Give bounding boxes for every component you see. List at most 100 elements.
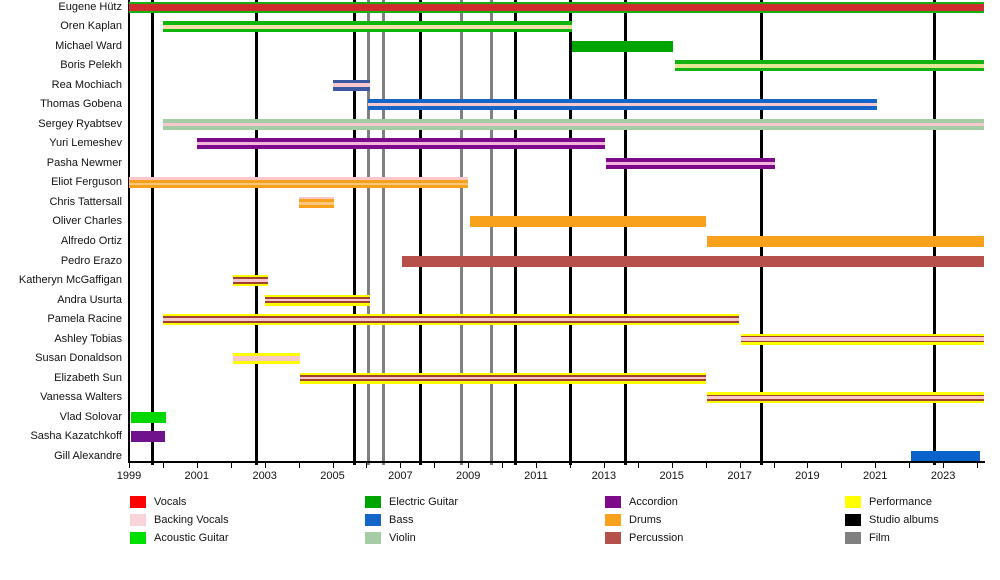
bar-stripe: [162, 118, 984, 123]
studio-album-line: [624, 0, 628, 465]
x-axis-tick: [705, 463, 707, 468]
bar-stripe: [368, 99, 877, 104]
member-row-label: Oliver Charles: [52, 215, 122, 228]
legend-swatch: [605, 496, 621, 508]
member-row-label: Pasha Newmer: [46, 156, 122, 169]
member-row-label: Vlad Solovar: [59, 410, 122, 423]
year-tick-label: 2013: [591, 470, 617, 482]
timeline-bar: [298, 196, 335, 208]
bar-stripe: [707, 235, 984, 247]
year-tick-label: 1999: [116, 470, 142, 482]
member-row-label: Ashley Tobias: [54, 332, 122, 345]
x-axis-tick: [773, 463, 775, 468]
legend-label: Acoustic Guitar: [154, 532, 229, 544]
member-row-label: Gill Alexandre: [54, 449, 122, 462]
legend-swatch: [365, 496, 381, 508]
bar-stripe: [130, 431, 165, 443]
bar-stripe: [162, 316, 740, 319]
x-axis-tick: [807, 463, 809, 468]
legend-swatch: [130, 532, 146, 544]
x-axis-tick: [875, 463, 877, 468]
member-row-label: Pedro Erazo: [60, 254, 122, 267]
x-axis-tick: [264, 463, 266, 468]
legend-item: Drums: [605, 514, 661, 526]
legend-swatch: [365, 532, 381, 544]
studio-album-line: [353, 0, 357, 465]
year-tick-label: 2017: [727, 470, 752, 482]
bar-stripe: [162, 126, 984, 130]
timeline-bar: [910, 450, 981, 462]
member-row-label: Pamela Racine: [47, 313, 122, 325]
legend-swatch: [845, 532, 861, 544]
bar-stripe: [232, 275, 269, 278]
bar-stripe: [300, 376, 706, 380]
x-axis-tick: [603, 463, 605, 468]
bar-stripe: [196, 142, 606, 146]
x-axis-tick: [841, 463, 843, 468]
bar-stripe: [741, 340, 984, 342]
year-tick-label: 2023: [930, 470, 956, 482]
bar-stripe: [741, 337, 984, 341]
bar-stripe: [469, 216, 706, 228]
bar-stripe: [130, 411, 167, 423]
timeline-bar: [264, 294, 370, 306]
studio-album-line: [933, 0, 937, 465]
bar-stripe: [707, 398, 984, 401]
member-row-label: Alfredo Ortiz: [60, 234, 122, 247]
bar-stripe: [129, 182, 469, 186]
bar-stripe: [741, 333, 984, 336]
bar-stripe: [707, 392, 984, 395]
year-tick-label: 2015: [659, 470, 684, 482]
bar-stripe: [605, 161, 776, 165]
timeline-bar: [741, 333, 984, 345]
x-axis-tick: [129, 463, 130, 468]
studio-album-line: [254, 0, 258, 465]
legend-item: Film: [845, 532, 890, 544]
timeline-bar: [300, 372, 706, 384]
member-row-label: Eugene Hütz: [58, 0, 122, 13]
x-axis-tick: [502, 463, 504, 468]
x-axis-tick: [196, 463, 198, 468]
year-tick-label: 2007: [388, 470, 413, 482]
member-row-label: Elizabeth Sun: [54, 371, 122, 384]
year-tick-label: 2001: [184, 470, 210, 482]
timeline-bar: [707, 392, 984, 404]
timeline-bar: [162, 21, 572, 33]
member-row-label: Michael Ward: [55, 39, 122, 52]
member-row-label: Vanessa Walters: [40, 391, 122, 404]
bar-stripe: [162, 122, 984, 127]
x-axis-tick: [434, 463, 436, 468]
bar-stripe: [196, 138, 606, 143]
year-tick-label: 2019: [795, 470, 820, 482]
member-row-label: Thomas Gobena: [40, 98, 122, 111]
bar-stripe: [298, 202, 335, 205]
timeline-bar: [707, 235, 984, 247]
timeline-bar: [605, 157, 776, 169]
legend-label: Accordion: [629, 496, 678, 508]
bar-stripe: [162, 314, 740, 317]
bar-stripe: [264, 296, 370, 299]
bar-stripe: [605, 157, 776, 162]
legend-swatch: [845, 514, 861, 526]
timeline-bar: [332, 79, 370, 91]
y-axis-line: [128, 0, 130, 461]
bar-stripe: [129, 3, 984, 11]
timeline-bar: [162, 118, 984, 130]
legend-label: Percussion: [629, 532, 684, 544]
legend-item: Bass: [365, 514, 413, 526]
bar-stripe: [332, 79, 370, 84]
bar-stripe: [707, 394, 984, 397]
bar-stripe: [162, 21, 572, 25]
legend-label: Studio albums: [869, 514, 939, 526]
x-axis-tick: [400, 463, 402, 468]
bar-stripe: [232, 361, 301, 365]
timeline-bar: [232, 275, 269, 286]
x-axis-tick: [739, 463, 741, 468]
bar-stripe: [675, 67, 984, 72]
bar-stripe: [675, 60, 984, 64]
bar-stripe: [129, 179, 469, 183]
bar-stripe: [129, 10, 984, 13]
x-axis-tick: [332, 463, 334, 468]
bar-stripe: [368, 103, 877, 107]
